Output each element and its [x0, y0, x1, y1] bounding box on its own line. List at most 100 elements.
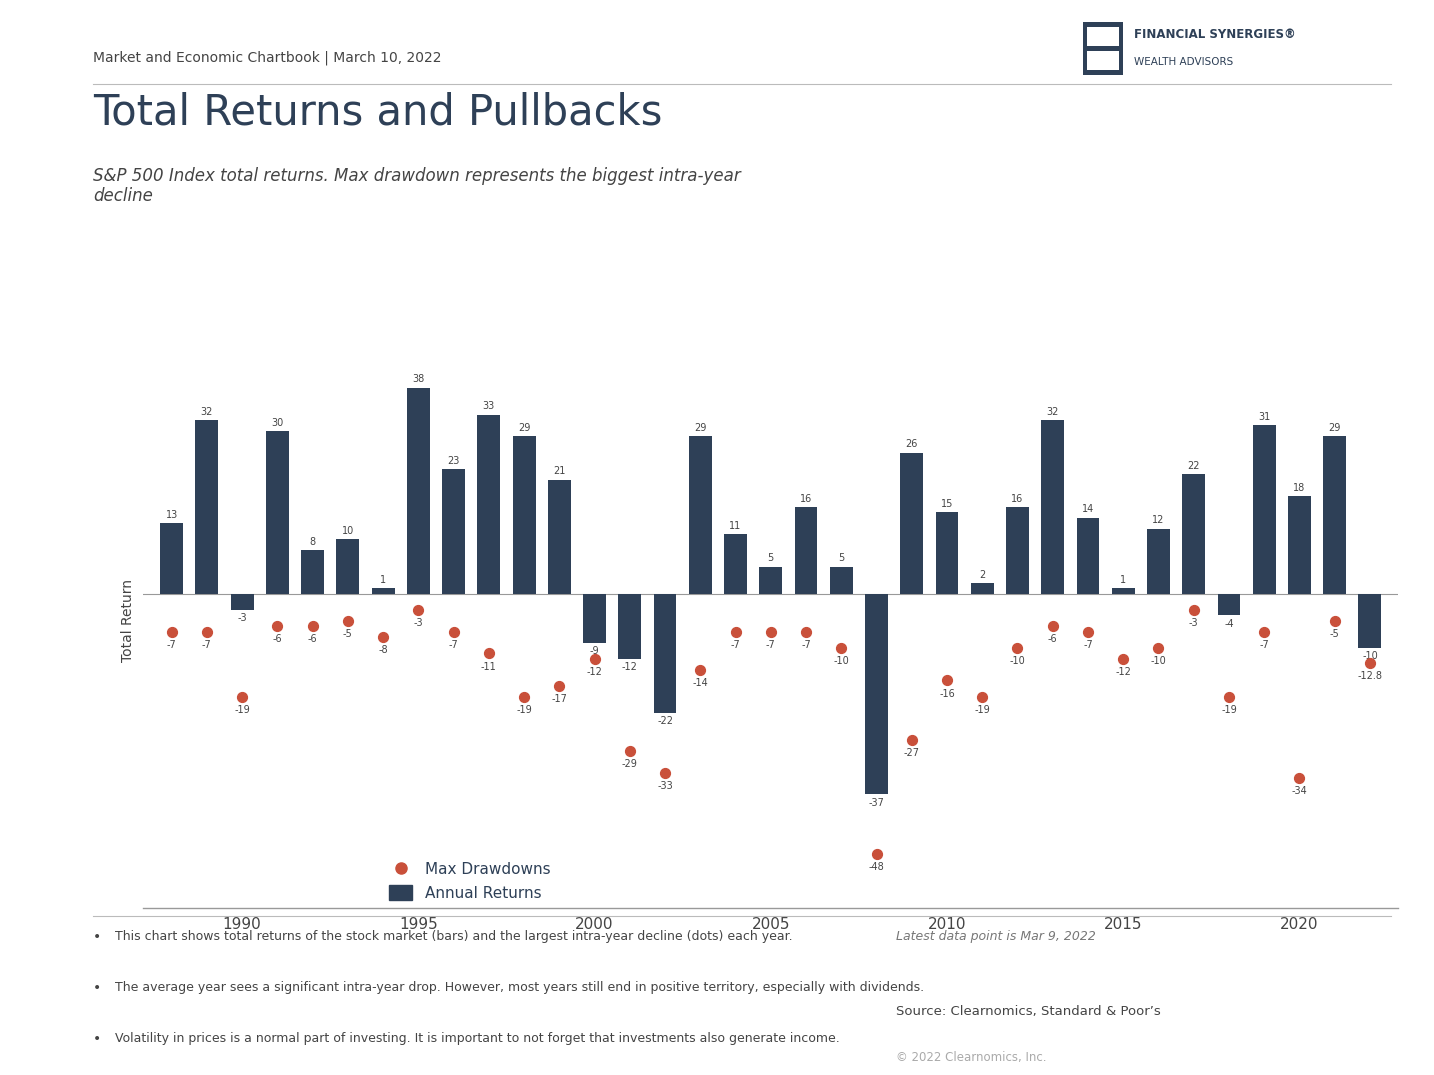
- Point: [935, 672, 958, 689]
- Point: [688, 661, 711, 678]
- Text: 26: 26: [905, 440, 918, 449]
- Text: 11: 11: [730, 520, 741, 531]
- Point: [265, 618, 288, 635]
- Text: WEALTH ADVISORS: WEALTH ADVISORS: [1134, 57, 1233, 67]
- Point: [971, 688, 994, 705]
- Text: -6: -6: [272, 634, 282, 644]
- Text: 13: 13: [165, 510, 178, 520]
- Text: -3: -3: [237, 613, 247, 624]
- Text: 1: 1: [380, 575, 386, 585]
- Bar: [935, 513, 958, 593]
- Bar: [760, 567, 782, 593]
- Text: -10: -10: [1362, 651, 1378, 661]
- Bar: [1007, 507, 1030, 593]
- Text: -12: -12: [1116, 666, 1131, 677]
- Text: 16: 16: [1011, 493, 1024, 503]
- Text: -22: -22: [657, 716, 673, 727]
- Text: -17: -17: [551, 694, 568, 704]
- Text: -7: -7: [202, 640, 212, 649]
- Text: 15: 15: [941, 499, 954, 510]
- Point: [865, 846, 888, 863]
- Bar: [337, 540, 360, 593]
- Text: 29: 29: [1328, 424, 1341, 433]
- Text: -19: -19: [234, 705, 250, 715]
- Text: -10: -10: [1010, 656, 1025, 666]
- Text: 8: 8: [310, 538, 315, 547]
- Point: [901, 732, 923, 749]
- Text: Total Returns and Pullbacks: Total Returns and Pullbacks: [93, 91, 663, 133]
- Text: -12.8: -12.8: [1358, 671, 1382, 682]
- Text: 22: 22: [1187, 461, 1200, 471]
- Bar: [265, 431, 288, 593]
- Text: •: •: [93, 981, 102, 995]
- Text: -12: -12: [622, 662, 638, 672]
- Text: -7: -7: [449, 640, 459, 649]
- Bar: [724, 534, 747, 593]
- Point: [830, 640, 853, 657]
- Legend: Max Drawdowns, Annual Returns: Max Drawdowns, Annual Returns: [390, 861, 551, 901]
- Point: [337, 612, 360, 629]
- Text: -27: -27: [903, 748, 919, 758]
- Bar: [1087, 27, 1119, 45]
- Text: -34: -34: [1292, 786, 1308, 797]
- Bar: [830, 567, 853, 593]
- Point: [478, 645, 500, 662]
- Bar: [971, 583, 994, 593]
- Text: 16: 16: [800, 493, 812, 503]
- Text: -3: -3: [413, 618, 423, 628]
- Text: -6: -6: [308, 634, 317, 644]
- Text: 31: 31: [1258, 412, 1271, 422]
- Text: 18: 18: [1293, 483, 1305, 492]
- Point: [1253, 624, 1276, 641]
- Bar: [1217, 593, 1240, 615]
- Text: 10: 10: [341, 526, 354, 536]
- Text: Source: Clearnomics, Standard & Poor’s: Source: Clearnomics, Standard & Poor’s: [896, 1005, 1162, 1018]
- Text: 2: 2: [979, 570, 985, 579]
- Text: 32: 32: [201, 406, 214, 417]
- Text: 33: 33: [483, 401, 495, 412]
- Text: -19: -19: [974, 705, 989, 715]
- Text: This chart shows total returns of the stock market (bars) and the largest intra-: This chart shows total returns of the st…: [115, 930, 793, 943]
- Text: -7: -7: [731, 640, 740, 649]
- Text: Latest data point is Mar 9, 2022: Latest data point is Mar 9, 2022: [896, 930, 1096, 943]
- Text: -5: -5: [343, 629, 353, 639]
- Text: 21: 21: [554, 467, 565, 476]
- Text: -16: -16: [939, 689, 955, 699]
- Point: [1182, 601, 1205, 618]
- Bar: [478, 415, 500, 593]
- Point: [1288, 770, 1311, 787]
- Text: -7: -7: [1259, 640, 1269, 649]
- Bar: [794, 507, 817, 593]
- Point: [548, 677, 571, 694]
- Point: [584, 650, 607, 668]
- Text: -10: -10: [833, 656, 849, 666]
- Text: -19: -19: [1222, 705, 1238, 715]
- Text: 5: 5: [837, 554, 845, 563]
- Text: -12: -12: [587, 666, 602, 677]
- Text: -37: -37: [869, 798, 885, 807]
- Point: [794, 624, 817, 641]
- Text: Market and Economic Chartbook | March 10, 2022: Market and Economic Chartbook | March 10…: [93, 51, 442, 64]
- Bar: [371, 588, 394, 593]
- Bar: [512, 436, 535, 593]
- Text: -8: -8: [379, 645, 387, 656]
- Point: [1077, 624, 1100, 641]
- Text: -7: -7: [802, 640, 810, 649]
- Text: •: •: [93, 1032, 102, 1046]
- Bar: [407, 387, 430, 593]
- Point: [301, 618, 324, 635]
- Bar: [442, 469, 465, 593]
- Y-axis label: Total Return: Total Return: [120, 579, 135, 662]
- Text: 14: 14: [1081, 504, 1094, 515]
- Text: The average year sees a significant intra-year drop. However, most years still e: The average year sees a significant intr…: [115, 981, 923, 994]
- Bar: [231, 593, 254, 610]
- Text: -48: -48: [869, 862, 885, 872]
- Text: -10: -10: [1150, 656, 1166, 666]
- Bar: [1087, 51, 1119, 70]
- Bar: [618, 593, 641, 659]
- Text: 1: 1: [1120, 575, 1126, 585]
- Text: 5: 5: [767, 554, 774, 563]
- Text: -33: -33: [657, 780, 673, 791]
- Point: [760, 624, 783, 641]
- Point: [442, 624, 465, 641]
